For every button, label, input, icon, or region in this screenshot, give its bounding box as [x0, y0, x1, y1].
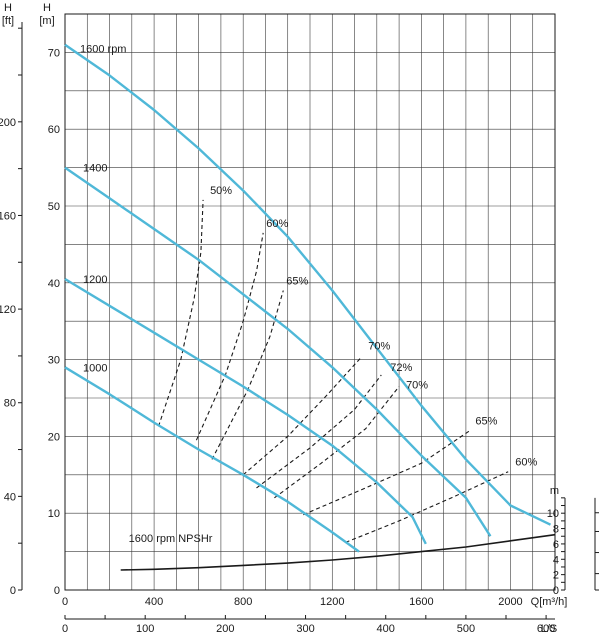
- npsh-m-tick-label: 6: [553, 539, 559, 551]
- series-lines: [64, 43, 556, 571]
- head-curve-label: 1400: [83, 163, 107, 175]
- y-tick-label: 70: [48, 47, 60, 59]
- npsh-m-tick-label: 2: [553, 570, 559, 582]
- x-axis-label: Q[m³/h]: [531, 596, 568, 608]
- x2-tick-label: 300: [296, 623, 314, 634]
- head-curve-label: 1000: [83, 362, 107, 374]
- head-curve: [64, 277, 427, 545]
- head-curve-label: 1600 rpm: [80, 44, 126, 56]
- x2-tick-label: 100: [136, 623, 154, 634]
- x2-tick-label: 200: [216, 623, 234, 634]
- grid: [64, 13, 556, 591]
- x-tick-label: 0: [62, 596, 68, 608]
- x2-tick-label: 600: [537, 623, 555, 634]
- plot-frame: [64, 13, 556, 591]
- y2-tick-label: 80: [4, 398, 16, 410]
- y2-tick-label: 120: [0, 304, 16, 316]
- efficiency-label: 60%: [266, 218, 288, 230]
- x-tick-label: 2000: [498, 596, 522, 608]
- y2-tick-label: 40: [4, 491, 16, 503]
- efficiency-line: [242, 356, 362, 476]
- x-tick-label: 800: [234, 596, 252, 608]
- npsh-m-tick-label: 0: [553, 585, 559, 597]
- x-tick-label: 1200: [320, 596, 344, 608]
- y2-axis-label-unit: [ft]: [2, 15, 14, 27]
- y-tick-label: 20: [48, 431, 60, 443]
- y-tick-label: 40: [48, 278, 60, 290]
- x2-tick-label: 400: [377, 623, 395, 634]
- efficiency-line: [256, 374, 382, 489]
- npsh-m-axis-label: m: [550, 485, 559, 497]
- y-tick-label: 0: [54, 585, 60, 597]
- efficiency-line: [345, 471, 509, 543]
- npsh-m-tick-label: 4: [553, 554, 559, 566]
- efficiency-label: 65%: [475, 415, 497, 427]
- x2-axis-label: L/S: [541, 623, 558, 634]
- npsh-curve-label: 1600 rpm NPSHr: [129, 533, 213, 545]
- y-axis-label-h: H: [43, 2, 51, 14]
- y-tick-label: 50: [48, 201, 60, 213]
- x2-tick-label: 500: [457, 623, 475, 634]
- y2-tick-label: 160: [0, 210, 16, 222]
- efficiency-label: 50%: [210, 185, 232, 197]
- efficiency-label: 70%: [368, 340, 390, 352]
- y2-tick-label: 200: [0, 117, 16, 129]
- y-axis-label-unit: [m]: [39, 15, 54, 27]
- npsh-m-tick-label: 10: [547, 508, 559, 520]
- npsh-m-tick-label: 8: [553, 524, 559, 536]
- npsh-curve: [120, 533, 556, 571]
- efficiency-label: 65%: [286, 275, 308, 287]
- y2-tick-label: 0: [10, 585, 16, 597]
- head-curve: [64, 43, 552, 526]
- efficiency-line: [195, 232, 264, 441]
- efficiency-line: [303, 429, 471, 516]
- head-curve: [64, 166, 492, 537]
- efficiency-lines: [157, 199, 509, 543]
- efficiency-line: [157, 199, 204, 427]
- head-curve-label: 1200: [83, 274, 107, 286]
- efficiency-line: [274, 386, 400, 499]
- y-tick-label: 30: [48, 355, 60, 367]
- efficiency-label: 70%: [406, 379, 428, 391]
- x2-tick-label: 0: [62, 623, 68, 634]
- labels: 50%60%65%70%72%70%65%60%1600 rpm14001200…: [80, 44, 537, 545]
- efficiency-label: 60%: [515, 457, 537, 469]
- y-tick-label: 60: [48, 124, 60, 136]
- head-curve: [64, 366, 360, 553]
- efficiency-label: 72%: [390, 362, 412, 374]
- efficiency-line: [211, 290, 284, 460]
- x-tick-label: 1600: [409, 596, 433, 608]
- y2-axis-label-h: H: [4, 2, 12, 14]
- y-tick-label: 10: [48, 508, 60, 520]
- x-tick-label: 400: [145, 596, 163, 608]
